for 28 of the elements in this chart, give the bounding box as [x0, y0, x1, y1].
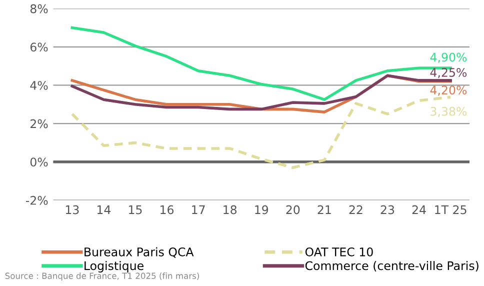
x-tick-label: 19	[255, 205, 268, 214]
x-tick-label: 15	[129, 205, 142, 214]
source-note: Source : Banque de France, T1 2025 (fin mars)	[5, 272, 199, 281]
x-tick-label: 20	[286, 205, 300, 214]
x-tick-label: 13	[66, 205, 79, 214]
x-tick-label: 22	[349, 205, 362, 214]
y-tick-label: 0%	[30, 158, 48, 167]
y-tick-label: -2%	[26, 196, 48, 205]
x-tick-label: 14	[97, 205, 111, 214]
y-tick-label: 2%	[30, 119, 48, 128]
y-tick-label: 6%	[30, 42, 48, 52]
data-label: 4,25%	[430, 68, 467, 78]
data-label: 4,90%	[430, 52, 467, 63]
x-tick-label: 24	[412, 205, 426, 214]
y-tick-label: 8%	[30, 4, 48, 14]
legend-label: Logistique	[84, 261, 144, 272]
x-tick-label: 1T 25	[435, 205, 466, 214]
data-label: 3,38%	[430, 106, 467, 118]
x-tick-label: 16	[160, 205, 174, 214]
y-tick-label: 4%	[30, 80, 48, 90]
legend-label: Commerce (centre-ville Paris)	[305, 261, 478, 272]
data-label: 4,20%	[430, 86, 467, 96]
x-tick-label: 18	[224, 205, 237, 214]
legend-label: OAT TEC 10	[305, 247, 373, 256]
x-tick-label: 17	[192, 205, 205, 214]
legend-label: Bureaux Paris QCA	[84, 247, 194, 258]
x-tick-label: 23	[380, 205, 394, 214]
x-tick-label: 21	[318, 205, 331, 214]
